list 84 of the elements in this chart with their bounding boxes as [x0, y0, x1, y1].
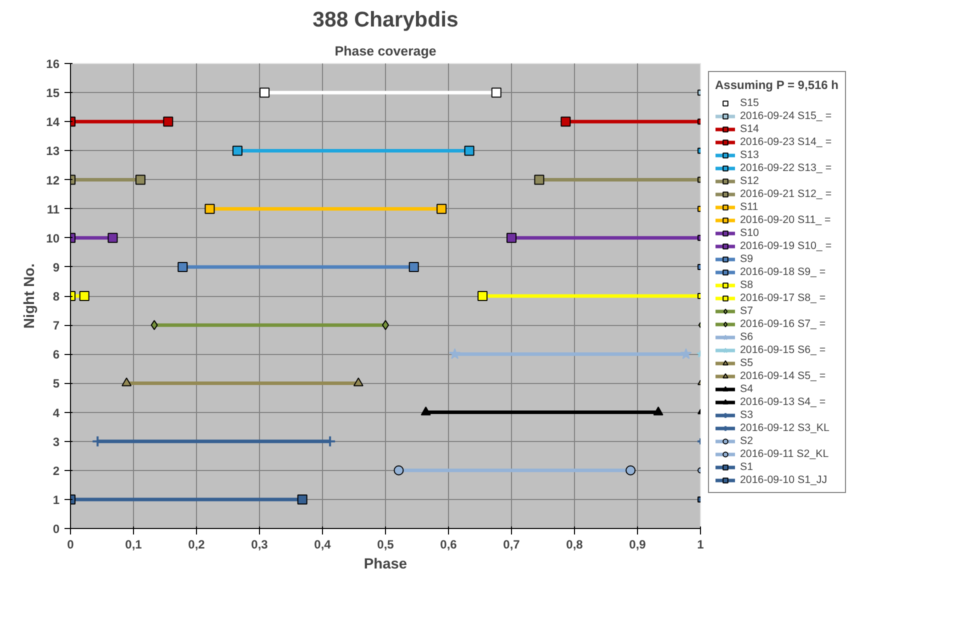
x-tick-label: 0 — [67, 538, 74, 552]
legend-label: 2016-09-21 S12_ = — [740, 188, 832, 200]
legend-label: S2 — [740, 435, 754, 447]
x-tick-label: 0,1 — [125, 538, 142, 552]
point — [436, 204, 447, 214]
y-tick-label: 8 — [52, 290, 60, 304]
point — [626, 465, 636, 476]
point — [232, 146, 242, 156]
legend-label: 2016-09-20 S11_ = — [740, 214, 831, 226]
legend-label: 2016-09-11 S2_KL — [740, 448, 829, 460]
legend-label: 2016-09-19 S10_ = — [740, 240, 832, 252]
x-tick-label: 0,5 — [377, 538, 394, 552]
legend-label: S15 — [740, 97, 760, 109]
y-tick-label: 4 — [52, 406, 60, 420]
x-tick-label: 1 — [697, 538, 704, 552]
y-tick-label: 14 — [46, 115, 60, 130]
legend-label: S9 — [740, 253, 754, 265]
legend-label: 2016-09-17 S8_ = — [740, 292, 826, 304]
point — [491, 88, 502, 98]
y-tick-label: 3 — [52, 434, 60, 449]
y-tick-label: 1 — [52, 492, 60, 507]
point — [260, 88, 270, 98]
legend-label: 2016-09-13 S4_ = — [740, 396, 826, 408]
x-tick-label: 0,7 — [503, 538, 520, 552]
legend-label: 2016-09-24 S15_ = — [740, 110, 832, 122]
point — [79, 291, 90, 301]
legend-label: S5 — [740, 357, 754, 369]
x-tick-label: 0,4 — [314, 538, 332, 552]
legend-label: S6 — [740, 331, 754, 343]
point — [135, 174, 146, 185]
point — [150, 320, 158, 330]
legend-label: 2016-09-22 S13_ = — [740, 162, 832, 174]
legend-label: 2016-09-15 S6_ = — [740, 344, 826, 356]
y-tick-label: 6 — [52, 348, 60, 362]
legend-label: S3 — [740, 409, 754, 421]
legend-label: 2016-09-12 S3_KL — [740, 422, 830, 434]
y-tick-label: 15 — [46, 86, 60, 100]
legend-label: S13 — [740, 149, 760, 161]
legend-label: S1 — [740, 461, 754, 473]
legend-label: 2016-09-18 S9_ = — [740, 266, 826, 278]
legend-label: S12 — [740, 175, 760, 187]
y-tick-label: 10 — [46, 231, 60, 246]
point — [506, 232, 516, 243]
x-axis-title: Phase — [364, 556, 408, 572]
legend-label: 2016-09-23 S14_ = — [740, 136, 832, 148]
legend-label: 2016-09-16 S7_ = — [740, 318, 826, 330]
point — [478, 291, 488, 301]
legend-label: S14 — [740, 123, 760, 135]
legend-title: Assuming P = 9,516 h — [715, 78, 838, 92]
y-tick-label: 9 — [52, 260, 60, 274]
legend-label: S10 — [740, 227, 760, 239]
point — [464, 146, 474, 156]
legend-label: S11 — [740, 201, 760, 213]
point — [394, 465, 404, 476]
chart-title: 388 Charybdis — [312, 8, 458, 32]
point — [449, 348, 461, 360]
y-tick-label: 16 — [46, 57, 60, 71]
y-tick-label: 5 — [52, 376, 60, 391]
point — [108, 232, 118, 243]
point — [560, 116, 571, 127]
point — [680, 348, 692, 360]
x-tick-label: 0,3 — [251, 538, 268, 552]
y-tick-label: 12 — [46, 173, 60, 188]
y-tick-label: 13 — [46, 144, 60, 158]
x-tick-label: 0,2 — [188, 538, 206, 552]
y-axis-title: Night No. — [22, 263, 38, 329]
y-tick-label: 2 — [52, 464, 60, 478]
point — [178, 262, 188, 272]
legend-label: 2016-09-10 S1_JJ — [740, 474, 828, 486]
legend-label: S8 — [740, 279, 754, 291]
point — [408, 262, 419, 272]
legend-label: S4 — [740, 383, 754, 395]
y-tick-label: 7 — [52, 318, 60, 333]
y-tick-label: 11 — [46, 202, 60, 216]
point — [163, 116, 174, 127]
point — [534, 174, 544, 185]
x-tick-label: 0,8 — [566, 538, 584, 552]
legend-label: S7 — [740, 305, 754, 317]
point — [204, 204, 215, 214]
x-tick-label: 0,9 — [629, 538, 646, 552]
x-tick-label: 0,6 — [440, 538, 458, 552]
y-tick-label: 0 — [52, 522, 60, 536]
legend-label: 2016-09-14 S5_ = — [740, 370, 826, 382]
chart-subtitle: Phase coverage — [334, 44, 436, 58]
